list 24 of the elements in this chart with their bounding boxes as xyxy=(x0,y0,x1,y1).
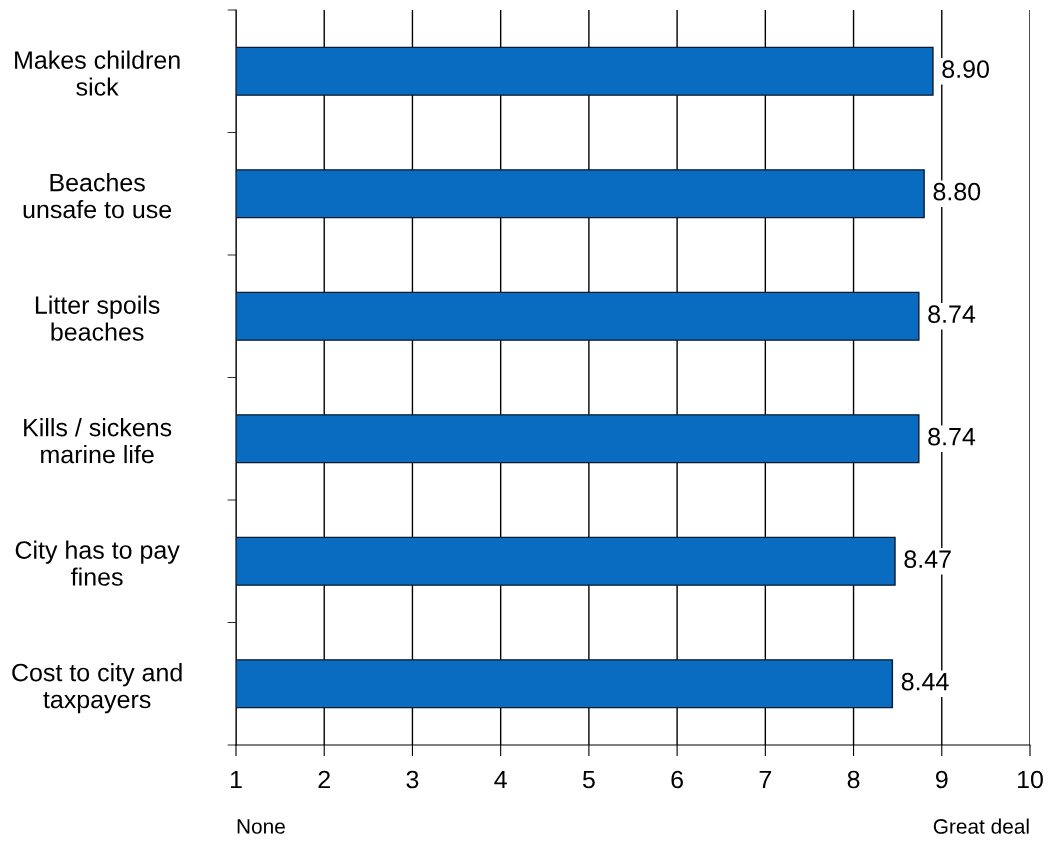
text: None xyxy=(237,819,285,834)
x-tick-label: 2 xyxy=(318,770,330,789)
text: Great deal xyxy=(933,818,1029,834)
x-tick-label: 6 xyxy=(671,770,683,789)
y-tick-label: Makes children sick xyxy=(15,50,180,96)
data-label: 8.44 xyxy=(901,672,949,691)
data-label: 8.47 xyxy=(904,550,951,568)
y-tick-label: City has to pay fines xyxy=(15,540,180,586)
x-tick-label: 8 xyxy=(847,770,860,789)
data-label: 8.74 xyxy=(928,305,976,323)
x-tick-label: 7 xyxy=(759,770,772,789)
y-tick-label: Beaches unsafe to use xyxy=(23,173,172,219)
x-tick-label: 9 xyxy=(936,770,948,789)
y-tick-label: Cost to city and taxpayers xyxy=(12,663,182,714)
x-tick-label: 5 xyxy=(582,770,595,789)
x-tick-label: 3 xyxy=(406,770,419,789)
y-tick-label: Kills / sickens marine life xyxy=(24,418,172,464)
data-label: 8.80 xyxy=(933,182,981,201)
x-tick-label: 1 xyxy=(230,770,242,789)
data-label: 8.74 xyxy=(928,427,976,446)
y-tick-label: Litter spoils beaches xyxy=(35,295,160,341)
x-tick-label: 10 xyxy=(1018,770,1043,789)
x-tick-label: 4 xyxy=(494,770,507,789)
data-label: 8.90 xyxy=(942,60,989,78)
